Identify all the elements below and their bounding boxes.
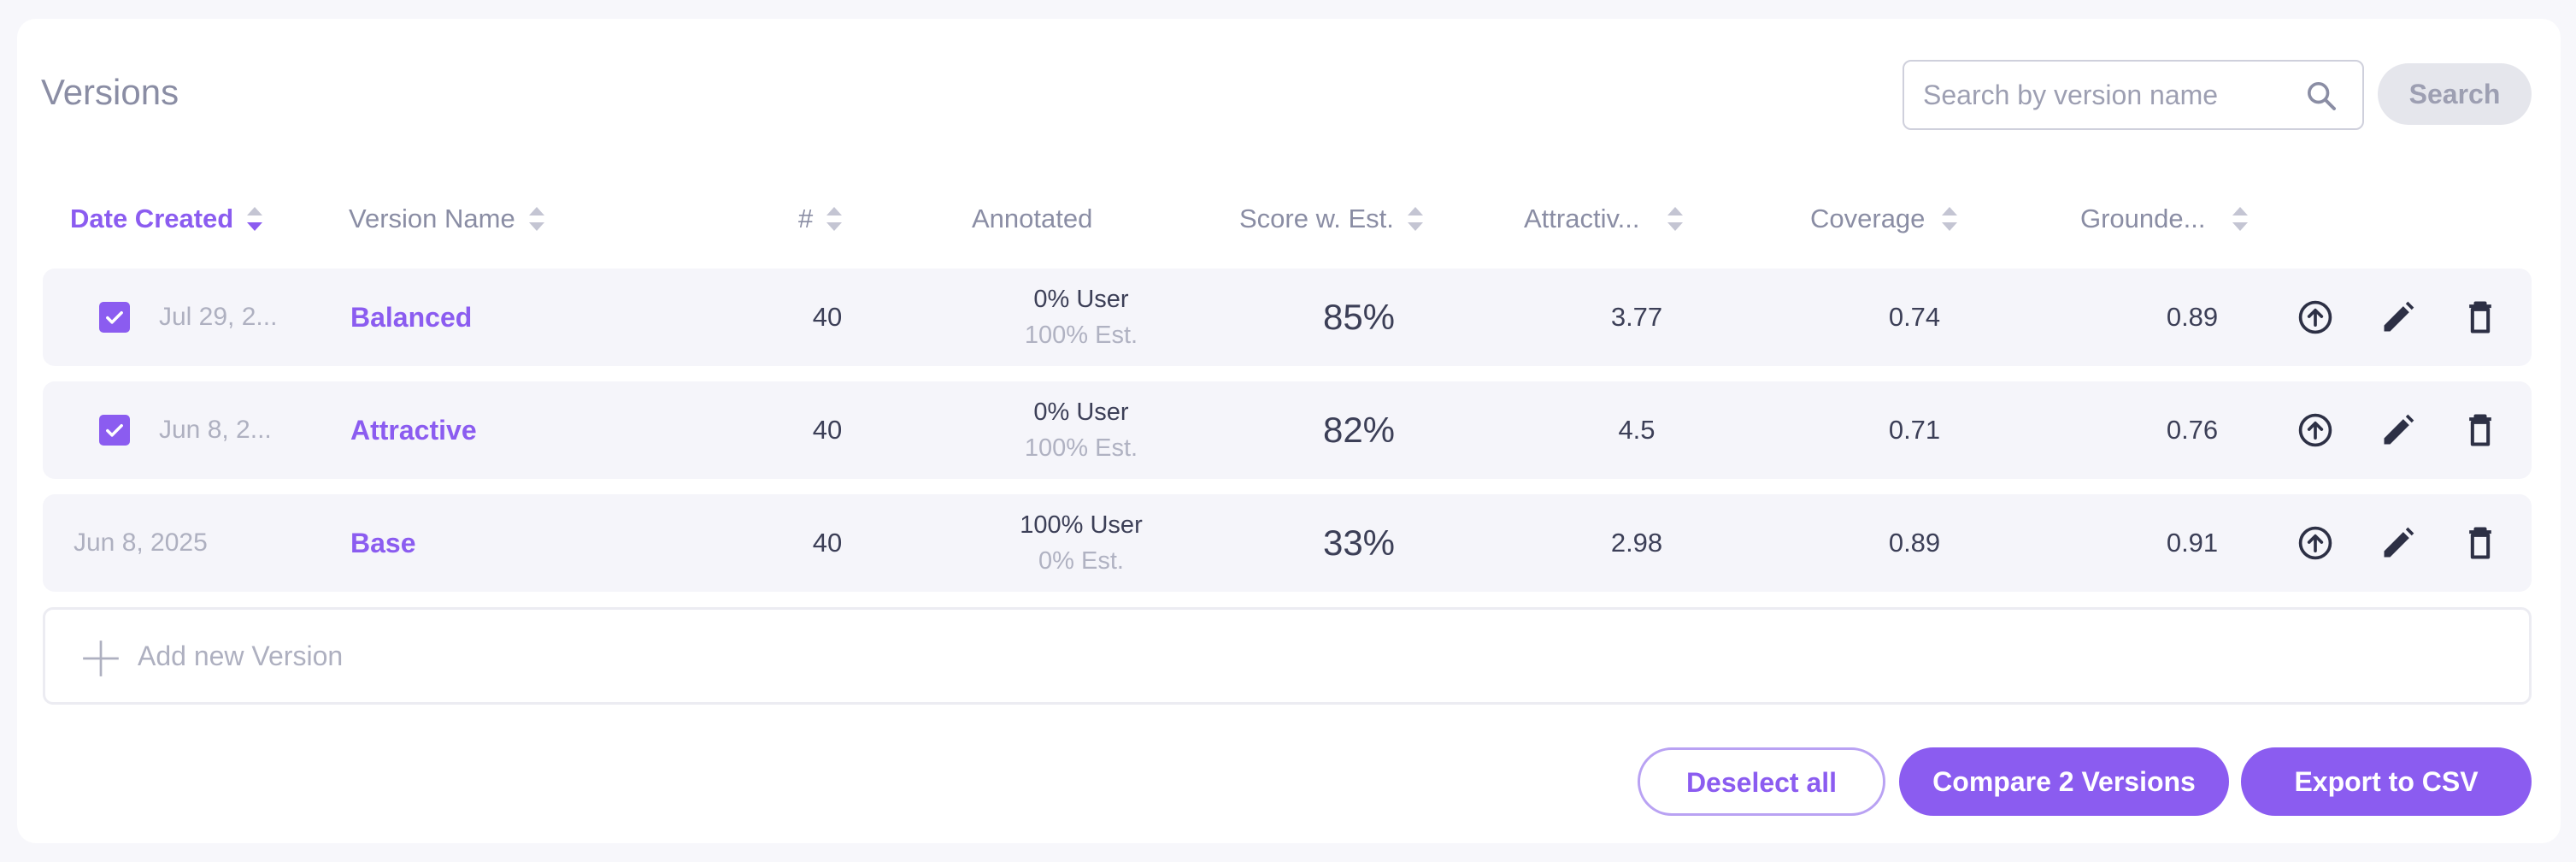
score-value: 82% bbox=[1322, 410, 1396, 450]
search-input[interactable] bbox=[1923, 62, 2299, 128]
sort-icon[interactable] bbox=[2231, 207, 2250, 231]
sort-icon[interactable] bbox=[1406, 207, 1425, 231]
column-header-score[interactable]: Score w. Est. bbox=[1239, 204, 1425, 234]
upload-icon[interactable] bbox=[2297, 411, 2334, 449]
version-name-link[interactable]: Attractive bbox=[350, 414, 477, 446]
delete-icon[interactable] bbox=[2461, 411, 2499, 449]
sort-desc-icon[interactable] bbox=[245, 207, 264, 231]
annotated-cell: 0% User 100% Est. bbox=[953, 269, 1209, 366]
column-header-label: Score w. Est. bbox=[1239, 204, 1394, 233]
deselect-all-button[interactable]: Deselect all bbox=[1638, 747, 1885, 816]
score-value: 85% bbox=[1322, 297, 1396, 337]
compare-versions-button[interactable]: Compare 2 Versions bbox=[1899, 747, 2229, 816]
coverage-value: 0.89 bbox=[1888, 528, 1941, 558]
column-header-label: Annotated bbox=[972, 204, 1093, 233]
delete-icon[interactable] bbox=[2461, 524, 2499, 562]
annotated-est: 100% Est. bbox=[1024, 322, 1138, 349]
grounded-value: 0.76 bbox=[2166, 415, 2219, 445]
column-header-count[interactable]: # bbox=[798, 204, 844, 234]
annotated-est: 0% Est. bbox=[1038, 547, 1124, 575]
edit-icon[interactable] bbox=[2379, 298, 2417, 336]
sort-icon[interactable] bbox=[1940, 207, 1959, 231]
attractive-value: 4.5 bbox=[1618, 415, 1656, 445]
plus-icon bbox=[83, 641, 119, 676]
version-name-link[interactable]: Balanced bbox=[350, 301, 473, 333]
question-count: 40 bbox=[812, 528, 843, 558]
attractive-value: 2.98 bbox=[1610, 528, 1663, 558]
column-header-label: Attractiv... bbox=[1524, 204, 1640, 233]
search-icon[interactable] bbox=[2304, 79, 2338, 113]
column-header-attractive[interactable]: Attractiv... bbox=[1524, 204, 1685, 234]
annotated-user: 0% User bbox=[1033, 399, 1129, 426]
check-icon bbox=[106, 424, 123, 437]
column-header-date-created[interactable]: Date Created bbox=[70, 204, 264, 234]
score-value: 33% bbox=[1322, 523, 1396, 563]
annotated-cell: 100% User 0% Est. bbox=[953, 494, 1209, 592]
date-created: Jul 29, 2... bbox=[159, 303, 278, 331]
add-new-version-row[interactable]: Add new Version bbox=[43, 607, 2532, 705]
table-row[interactable]: Jun 8, 2... Attractive 40 0% User 100% E… bbox=[43, 381, 2532, 479]
annotated-cell: 0% User 100% Est. bbox=[953, 381, 1209, 479]
annotated-est: 100% Est. bbox=[1024, 434, 1138, 462]
column-header-version-name[interactable]: Version Name bbox=[349, 204, 546, 234]
date-created: Jun 8, 2025 bbox=[74, 528, 208, 557]
row-checkbox[interactable] bbox=[99, 415, 130, 446]
row-checkbox[interactable] bbox=[99, 302, 130, 333]
question-count: 40 bbox=[812, 415, 843, 445]
table-row[interactable]: Jun 8, 2025 Base 40 100% User 0% Est. 33… bbox=[43, 494, 2532, 592]
search-button[interactable]: Search bbox=[2378, 63, 2532, 125]
sort-icon[interactable] bbox=[825, 207, 844, 231]
upload-icon[interactable] bbox=[2297, 524, 2334, 562]
column-header-grounded[interactable]: Grounde... bbox=[2080, 204, 2250, 234]
search-field[interactable] bbox=[1903, 60, 2364, 130]
column-header-label: # bbox=[798, 204, 814, 233]
page-title: Versions bbox=[41, 72, 179, 112]
date-created: Jun 8, 2... bbox=[159, 416, 272, 444]
column-header-annotated: Annotated bbox=[972, 204, 1092, 234]
grounded-value: 0.89 bbox=[2166, 302, 2219, 332]
annotated-user: 100% User bbox=[1020, 511, 1143, 539]
check-icon bbox=[106, 311, 123, 324]
add-new-version-label: Add new Version bbox=[138, 641, 344, 671]
edit-icon[interactable] bbox=[2379, 411, 2417, 449]
sort-icon[interactable] bbox=[527, 207, 546, 231]
version-name-link[interactable]: Base bbox=[350, 527, 416, 558]
annotated-user: 0% User bbox=[1033, 286, 1129, 313]
question-count: 40 bbox=[812, 302, 843, 332]
edit-icon[interactable] bbox=[2379, 524, 2417, 562]
table-row[interactable]: Jul 29, 2... Balanced 40 0% User 100% Es… bbox=[43, 269, 2532, 366]
sort-icon[interactable] bbox=[1666, 207, 1685, 231]
column-header-label: Coverage bbox=[1810, 204, 1926, 233]
export-csv-button[interactable]: Export to CSV bbox=[2241, 747, 2532, 816]
column-header-label: Grounde... bbox=[2080, 204, 2206, 233]
coverage-value: 0.71 bbox=[1888, 415, 1941, 445]
column-header-label: Date Created bbox=[70, 204, 234, 233]
upload-icon[interactable] bbox=[2297, 298, 2334, 336]
column-header-label: Version Name bbox=[349, 204, 515, 233]
coverage-value: 0.74 bbox=[1888, 302, 1941, 332]
grounded-value: 0.91 bbox=[2166, 528, 2219, 558]
column-header-coverage[interactable]: Coverage bbox=[1810, 204, 1959, 234]
attractive-value: 3.77 bbox=[1610, 302, 1663, 332]
delete-icon[interactable] bbox=[2461, 298, 2499, 336]
